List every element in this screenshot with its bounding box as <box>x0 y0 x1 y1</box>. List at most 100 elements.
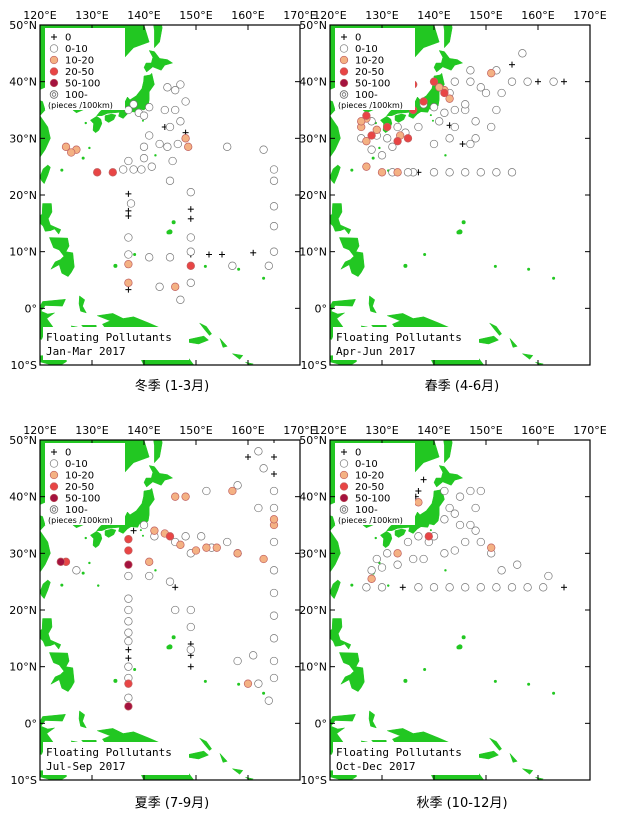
sample-point-0-10 <box>414 122 423 132</box>
island <box>171 220 176 225</box>
sample-point-0-10 <box>269 176 279 185</box>
sample-point-0-10 <box>139 111 149 120</box>
lon-tick-label: 130°E <box>75 9 108 22</box>
island <box>141 534 144 537</box>
landmass <box>49 237 75 277</box>
sample-point-0-10 <box>173 139 182 149</box>
sample-point-0-10 <box>186 645 195 654</box>
sample-point-0-10 <box>145 103 154 112</box>
landmass <box>273 269 326 331</box>
caption-summer: 夏季 (7-9月) <box>134 796 210 811</box>
sample-point-10-20 <box>228 486 237 496</box>
sample-point-0-10 <box>147 162 156 171</box>
island <box>493 679 497 683</box>
sample-point-0-10 <box>171 605 180 615</box>
sample-point-0-10 <box>264 696 273 705</box>
lon-tick-label: 140°E <box>417 9 450 22</box>
lat-tick-label: 10°N <box>9 661 37 674</box>
legend-double-circle-icon <box>339 505 349 514</box>
island <box>88 146 91 150</box>
sample-point-0-10 <box>393 560 402 569</box>
sample-point-0-10 <box>165 176 175 185</box>
landmass <box>477 750 499 760</box>
map-panel-summer: 120°E 130°E 140°E 150°E 160°E 170°E 50°N 40°N 30… <box>9 424 317 787</box>
legend-circle-icon <box>49 78 59 88</box>
sample-point-0-10 <box>186 233 195 242</box>
lon-tick-label: 130°E <box>365 9 398 22</box>
island <box>60 583 64 587</box>
sample-point-0-10 <box>445 583 454 592</box>
island <box>493 264 497 268</box>
landmass <box>0 269 36 331</box>
sample-point-10-20 <box>435 83 444 92</box>
sample-point-0-10 <box>160 105 169 115</box>
sample-point-0-10 <box>383 134 392 143</box>
sample-point-0-10 <box>549 77 558 86</box>
sample-zero-plus <box>271 454 277 460</box>
island <box>456 645 461 650</box>
sample-point-10-20 <box>212 543 221 552</box>
island <box>203 264 207 268</box>
lat-tick-label: 50°N <box>299 19 327 32</box>
island <box>456 230 461 235</box>
island <box>429 529 432 532</box>
island <box>88 561 91 565</box>
landmass <box>394 528 407 538</box>
sample-point-0-10 <box>471 526 480 535</box>
map-title-line: Floating Pollutants <box>46 746 172 759</box>
sample-point-0-10 <box>372 554 381 564</box>
island <box>371 156 375 160</box>
sample-point-0-10 <box>513 560 522 569</box>
legend-box <box>45 443 125 525</box>
island <box>154 154 157 157</box>
sample-point-0-10 <box>124 662 133 671</box>
sample-zero-plus <box>125 646 132 653</box>
sample-zero-plus <box>187 215 194 222</box>
sample-point-0-10 <box>429 168 439 177</box>
sample-point-0-10 <box>393 122 402 132</box>
sample-zero-plus <box>250 249 257 256</box>
sample-zero-plus <box>271 471 277 477</box>
sample-point-0-10 <box>124 156 133 166</box>
sample-point-0-10 <box>435 117 444 126</box>
sample-point-0-10 <box>249 651 258 660</box>
sample-point-0-10 <box>450 105 459 115</box>
sample-point-20-50 <box>362 111 371 120</box>
legend-label: 20-50 <box>65 67 94 78</box>
legend-label: 100- <box>355 90 378 101</box>
lat-tick-label: 10°S <box>11 774 37 787</box>
sample-point-0-10 <box>269 566 279 575</box>
sample-point-10-20 <box>414 498 423 507</box>
lon-tick-label: 150°E <box>179 9 212 22</box>
sample-point-0-10 <box>409 554 418 564</box>
sample-point-10-20 <box>367 574 376 583</box>
lat-tick-label: 10°S <box>301 774 327 787</box>
legend-label: 100- <box>65 505 88 516</box>
sample-zero-plus <box>125 212 132 219</box>
sample-point-0-10 <box>492 583 501 592</box>
sample-points <box>362 476 567 592</box>
legend-label: 50-100 <box>355 79 390 90</box>
sample-point-0-10 <box>155 282 164 291</box>
legend-label: 10-20 <box>65 471 94 482</box>
sample-point-10-20 <box>445 94 454 103</box>
sample-point-10-20 <box>184 142 193 151</box>
legend-label: 0 <box>65 33 71 44</box>
sample-zero-plus <box>415 488 422 494</box>
lat-tick-label: 10°N <box>299 246 327 259</box>
sample-zero-plus <box>206 251 212 258</box>
island <box>171 635 176 640</box>
landmass <box>143 50 174 73</box>
lat-tick-label: 20°N <box>299 189 327 202</box>
legend-circle-icon <box>339 67 349 76</box>
sample-point-0-10 <box>124 617 133 626</box>
legend-circle-icon <box>339 44 349 53</box>
sample-zero-plus <box>125 286 132 293</box>
landmass <box>219 753 228 763</box>
sample-zero-plus <box>125 207 132 214</box>
sample-point-0-10 <box>269 588 279 598</box>
legend-label: 100- <box>355 505 378 516</box>
sample-point-20-50 <box>393 137 402 146</box>
landmass <box>187 335 209 345</box>
